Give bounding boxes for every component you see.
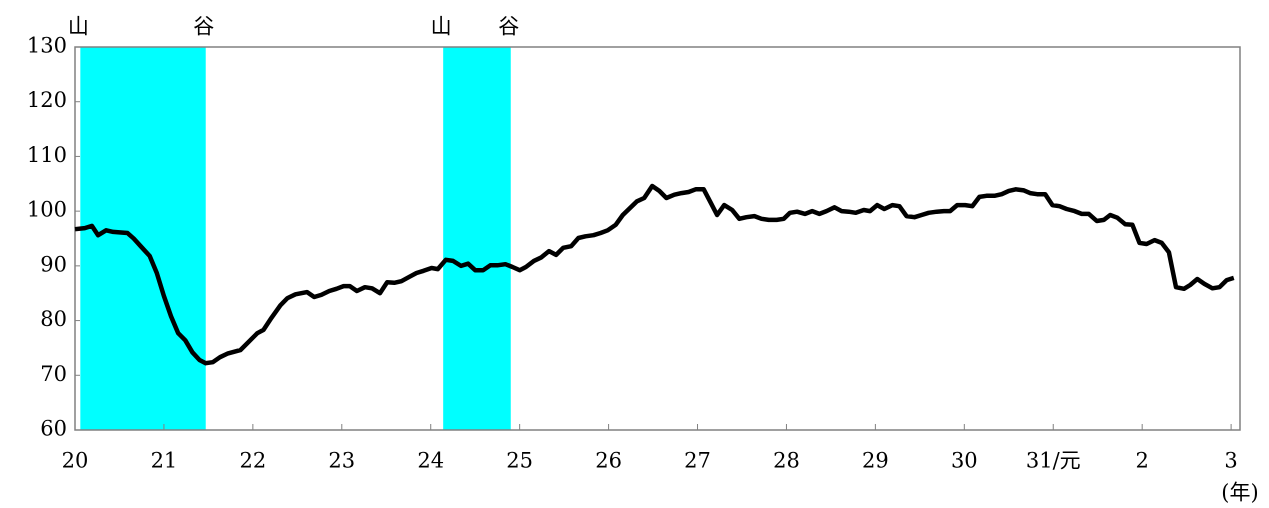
- x-tick-label: 30: [951, 449, 978, 473]
- x-tick-label: 27: [684, 449, 711, 473]
- index-line: [74, 183, 1235, 366]
- y-tick-label: 130: [27, 34, 67, 58]
- x-axis-label: (年): [1221, 481, 1258, 505]
- x-tick-label: 23: [328, 449, 355, 473]
- x-tick-label: 22: [239, 449, 266, 473]
- y-tick-label: 100: [27, 198, 67, 222]
- trough-label: 谷: [498, 15, 519, 39]
- x-tick-label: 29: [862, 449, 889, 473]
- y-tick-label: 80: [40, 307, 67, 331]
- x-tick-label: 31/元: [1026, 449, 1081, 473]
- y-tick-label: 70: [40, 362, 67, 386]
- x-tick-label: 25: [506, 449, 533, 473]
- x-tick-label: 28: [773, 449, 800, 473]
- trough-label: 谷: [193, 15, 214, 39]
- x-tick-label: 2: [1135, 449, 1148, 473]
- x-tick-label: 21: [151, 449, 178, 473]
- x-tick-label: 24: [417, 449, 444, 473]
- y-tick-label: 110: [27, 143, 67, 167]
- x-tick-label: 20: [62, 449, 89, 473]
- recession-band: [80, 47, 206, 430]
- peak-label: 山: [68, 15, 89, 39]
- x-tick-label: 3: [1224, 449, 1237, 473]
- peak-label: 山: [431, 15, 452, 39]
- x-tick-label: 26: [595, 449, 622, 473]
- y-tick-label: 60: [40, 417, 67, 441]
- recession-band: [443, 47, 511, 430]
- y-tick-label: 120: [27, 88, 67, 112]
- plot-frame: [74, 46, 1241, 431]
- y-tick-label: 90: [40, 252, 67, 276]
